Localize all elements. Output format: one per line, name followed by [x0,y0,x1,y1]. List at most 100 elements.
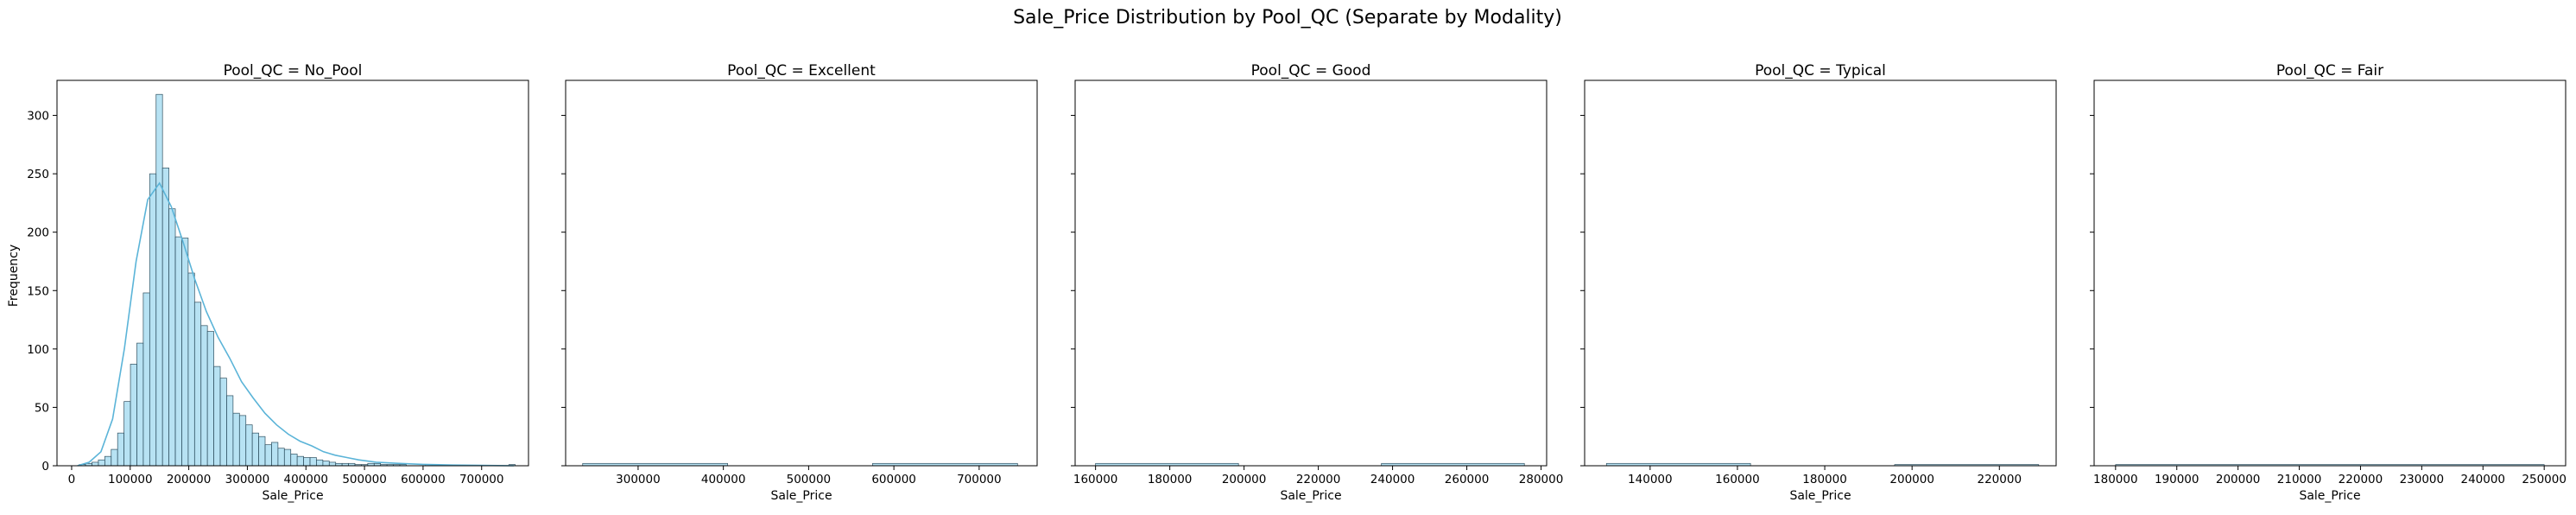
subplot-3: Pool_QC = Good 160000 180000 200000 220000 24… [1071,62,1563,503]
subplot-title: Pool_QC = Fair [2276,62,2383,79]
histogram-bar [92,461,99,467]
plot-frame [1584,79,2057,467]
subplot-2: Pool_QC = Excellent 300000 400000 500000 600… [561,62,1038,503]
histogram-bar [104,455,112,467]
histogram-bar [296,455,304,467]
x-tick-label: 200000 [1889,473,1934,486]
x-tick-label: 100000 [108,473,153,486]
figure-title: Sale_Price Distribution by Pool_QC (Sepa… [1013,7,1562,29]
histogram-bar [117,432,124,467]
histogram-bar [277,448,285,467]
x-axis-label: Sale_Price [2299,489,2360,503]
x-tick-label: 180000 [1148,473,1193,486]
histogram-bar [181,238,189,467]
histogram-bar [155,93,163,467]
histogram-bar [226,395,234,467]
x-tick-label: 300000 [225,473,270,486]
histogram-bar [258,436,266,467]
histogram-bar [271,442,279,467]
x-axis-label: Sale_Price [1789,489,1851,503]
y-tick-label: 100 [27,343,49,357]
histogram-bar [174,236,182,467]
x-tick-label: 700000 [459,473,504,486]
x-tick-label: 200000 [167,473,212,486]
histogram-bar [238,415,247,467]
plot-frame [565,79,1038,467]
y-tick-label: 150 [27,284,49,298]
subplot-1: Pool_QC = No_Pool 0 100000 200000 300000 4000… [27,62,529,503]
x-tick-label: 500000 [342,473,387,486]
histogram-bar [316,459,324,467]
y-tick-label: 200 [27,226,49,240]
x-tick-label: 240000 [2460,473,2505,486]
y-tick-label: 0 [41,460,49,474]
histogram-bar [130,364,137,467]
subplot-title: Pool_QC = No_Pool [224,62,363,79]
histogram-bar [111,448,118,467]
x-tick-label: 260000 [1445,473,1490,486]
histogram-bar [213,366,221,467]
histogram-bar [245,424,253,467]
kde-line [77,181,515,467]
histogram-bar [161,168,169,467]
x-tick-label: 300000 [616,473,661,486]
histogram-bar [328,461,337,467]
histogram-bar [251,432,259,467]
histogram-bar [187,272,195,467]
histogram-bar [322,461,330,467]
x-tick-label: 160000 [1715,473,1760,486]
x-tick-label: 400000 [701,473,746,486]
x-tick-label: 240000 [1370,473,1415,486]
x-axis-label: Sale_Price [262,489,323,503]
x-tick-label: 200000 [2216,473,2261,486]
x-axis-label: Sale_Price [770,489,832,503]
histogram-bar [136,342,144,467]
x-tick-label: 500000 [787,473,832,486]
subplot-title: Pool_QC = Good [1251,62,1371,79]
histogram-bar [283,448,292,467]
shared-y-axis-label: Frequency [7,245,21,307]
histogram-bar [219,378,227,467]
histogram-bar [290,454,298,467]
x-tick-label: 220000 [1296,473,1341,486]
x-tick-label: 600000 [871,473,916,486]
histogram-bar [98,459,105,467]
subplot-title: Pool_QC = Typical [1755,62,1886,79]
x-tick-label: 180000 [2093,473,2138,486]
x-tick-label: 190000 [2155,473,2199,486]
y-tick-label: 50 [35,401,49,415]
histogram-bar [309,457,317,467]
histogram-bar [123,401,131,467]
x-tick-label: 0 [68,473,76,486]
y-tick-label: 250 [27,168,49,181]
x-tick-label: 220000 [2339,473,2383,486]
x-tick-label: 230000 [2400,473,2445,486]
histogram-bar [206,331,214,467]
subplot-4: Pool_QC = Typical 140000 160000 180000 20000… [1580,62,2057,503]
histogram-bar [149,173,157,467]
x-tick-label: 700000 [957,473,1002,486]
histogram-bar [142,292,150,467]
plot-frame [1074,79,1547,467]
x-tick-label: 160000 [1073,473,1118,486]
histogram-bar [168,208,176,467]
histogram-bar [303,457,311,467]
x-tick-label: 600000 [401,473,446,486]
histogram-bar [264,444,272,467]
x-tick-label: 140000 [1628,473,1673,486]
x-tick-label: 250000 [2522,473,2567,486]
histogram-bar [193,302,202,467]
x-axis-label: Sale_Price [1280,489,1341,503]
y-tick-label: 300 [27,110,49,124]
subplot-title: Pool_QC = Excellent [727,62,876,79]
x-tick-label: 400000 [283,473,328,486]
plot-frame [2093,79,2567,467]
x-tick-label: 220000 [1978,473,2022,486]
subplot-5: Pool_QC = Fair 180000 190000 200000 210000 22… [2090,62,2567,503]
x-tick-label: 180000 [1802,473,1847,486]
histogram-bar [232,412,240,467]
x-tick-label: 200000 [1222,473,1267,486]
plot-frame [56,79,529,467]
